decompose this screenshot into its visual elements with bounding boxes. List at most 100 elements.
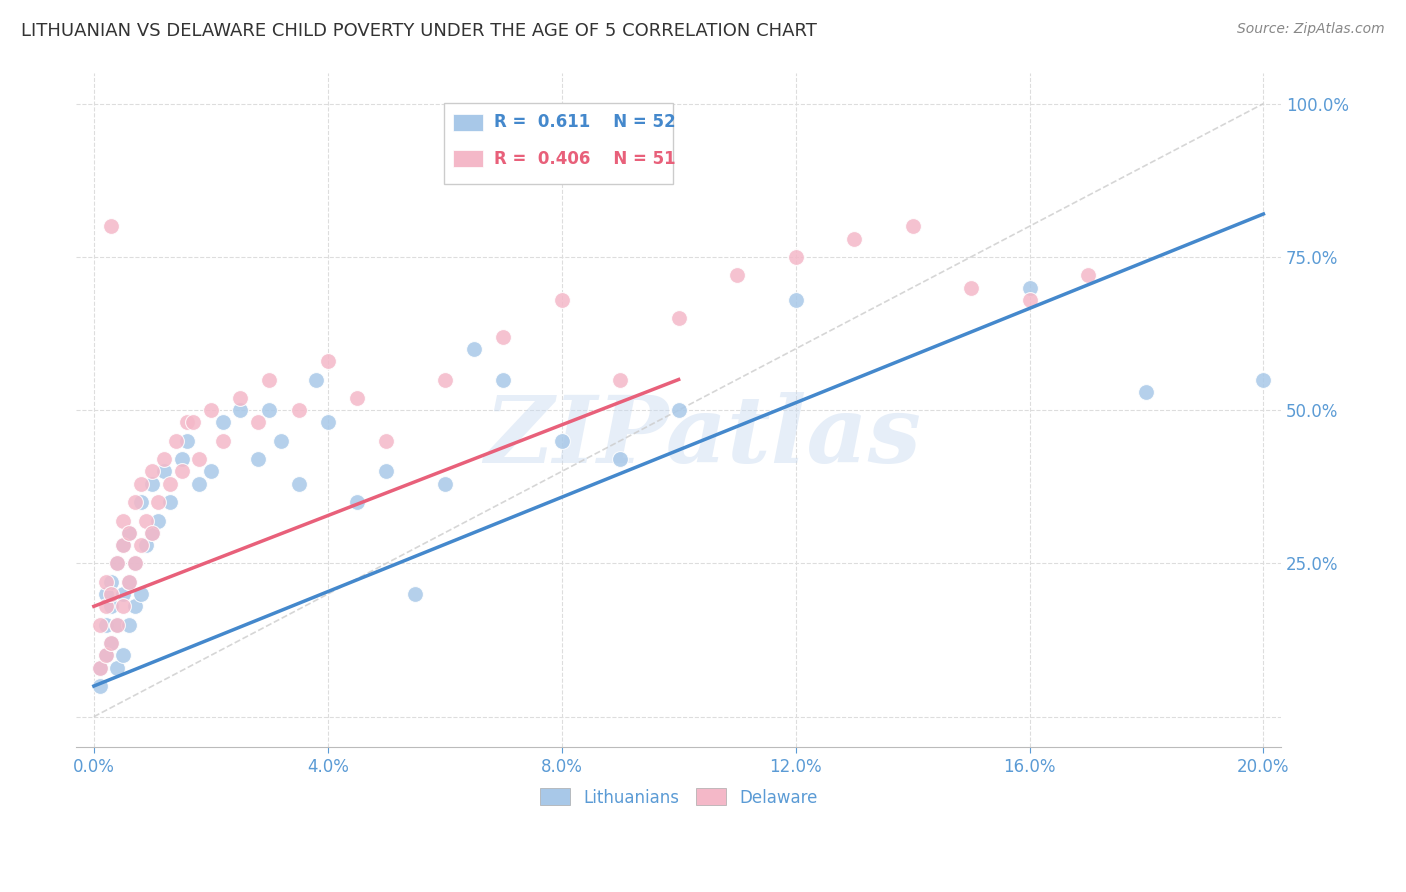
Point [609, 372, 631, 386]
Point [159, 495, 181, 509]
Point [141, 465, 163, 479]
Point [100, 636, 122, 650]
Point [148, 514, 170, 528]
Point [246, 452, 269, 467]
Point [100, 219, 122, 234]
Point [129, 538, 152, 552]
Legend: Lithuanians, Delaware: Lithuanians, Delaware [533, 781, 824, 814]
Point [492, 372, 515, 386]
Point [89, 660, 111, 674]
Point [100, 587, 122, 601]
Point [287, 403, 309, 417]
Point [141, 476, 163, 491]
Point [305, 372, 328, 386]
Point [94, 574, 117, 589]
FancyBboxPatch shape [453, 114, 484, 130]
Point [346, 391, 368, 405]
Point [259, 403, 281, 417]
Point [153, 452, 176, 467]
Point [94, 587, 117, 601]
Point [259, 372, 281, 386]
Point [118, 525, 141, 540]
Point [148, 495, 170, 509]
Point [94, 648, 117, 663]
Point [550, 434, 572, 448]
Point [89, 679, 111, 693]
Point [316, 354, 339, 368]
Point [135, 538, 157, 552]
Point [211, 434, 233, 448]
Point [105, 660, 128, 674]
Point [229, 391, 252, 405]
Point [463, 342, 485, 356]
Point [1135, 384, 1157, 399]
Point [100, 599, 122, 614]
Point [124, 495, 146, 509]
Point [433, 372, 456, 386]
Point [129, 587, 152, 601]
Point [112, 648, 135, 663]
Point [785, 293, 807, 307]
Point [181, 416, 204, 430]
Text: ZIPatlas: ZIPatlas [484, 392, 921, 483]
Point [346, 495, 368, 509]
Point [211, 416, 233, 430]
Point [129, 495, 152, 509]
Text: R =  0.406    N = 51: R = 0.406 N = 51 [495, 150, 676, 168]
Point [492, 329, 515, 343]
Point [188, 452, 211, 467]
Point [105, 557, 128, 571]
Point [1253, 372, 1275, 386]
Point [105, 557, 128, 571]
Point [112, 538, 135, 552]
Point [842, 231, 865, 245]
Point [200, 465, 222, 479]
Point [94, 648, 117, 663]
Point [94, 599, 117, 614]
Text: LITHUANIAN VS DELAWARE CHILD POVERTY UNDER THE AGE OF 5 CORRELATION CHART: LITHUANIAN VS DELAWARE CHILD POVERTY UND… [21, 22, 817, 40]
Point [124, 599, 146, 614]
Point [170, 465, 193, 479]
Point [287, 476, 309, 491]
Point [550, 293, 572, 307]
Point [100, 574, 122, 589]
Point [105, 617, 128, 632]
Point [609, 452, 631, 467]
Point [960, 280, 983, 294]
Point [118, 574, 141, 589]
Point [785, 250, 807, 264]
Text: R =  0.611    N = 52: R = 0.611 N = 52 [495, 113, 676, 131]
Point [246, 416, 269, 430]
Point [270, 434, 292, 448]
FancyBboxPatch shape [453, 150, 484, 167]
Point [901, 219, 924, 234]
Point [188, 476, 211, 491]
Point [1077, 268, 1099, 283]
Point [118, 574, 141, 589]
Point [89, 660, 111, 674]
Point [129, 476, 152, 491]
Point [124, 557, 146, 571]
Point [229, 403, 252, 417]
Point [100, 636, 122, 650]
Point [112, 538, 135, 552]
Point [375, 434, 398, 448]
Point [725, 268, 748, 283]
Point [1018, 293, 1040, 307]
Point [668, 403, 690, 417]
Point [176, 434, 198, 448]
FancyBboxPatch shape [444, 103, 672, 185]
Point [141, 525, 163, 540]
Text: Source: ZipAtlas.com: Source: ZipAtlas.com [1237, 22, 1385, 37]
Point [141, 525, 163, 540]
Point [112, 599, 135, 614]
Point [668, 311, 690, 326]
Point [433, 476, 456, 491]
Point [165, 434, 187, 448]
Point [153, 465, 176, 479]
Point [105, 617, 128, 632]
Point [124, 557, 146, 571]
Point [159, 476, 181, 491]
Point [200, 403, 222, 417]
Point [1018, 280, 1040, 294]
